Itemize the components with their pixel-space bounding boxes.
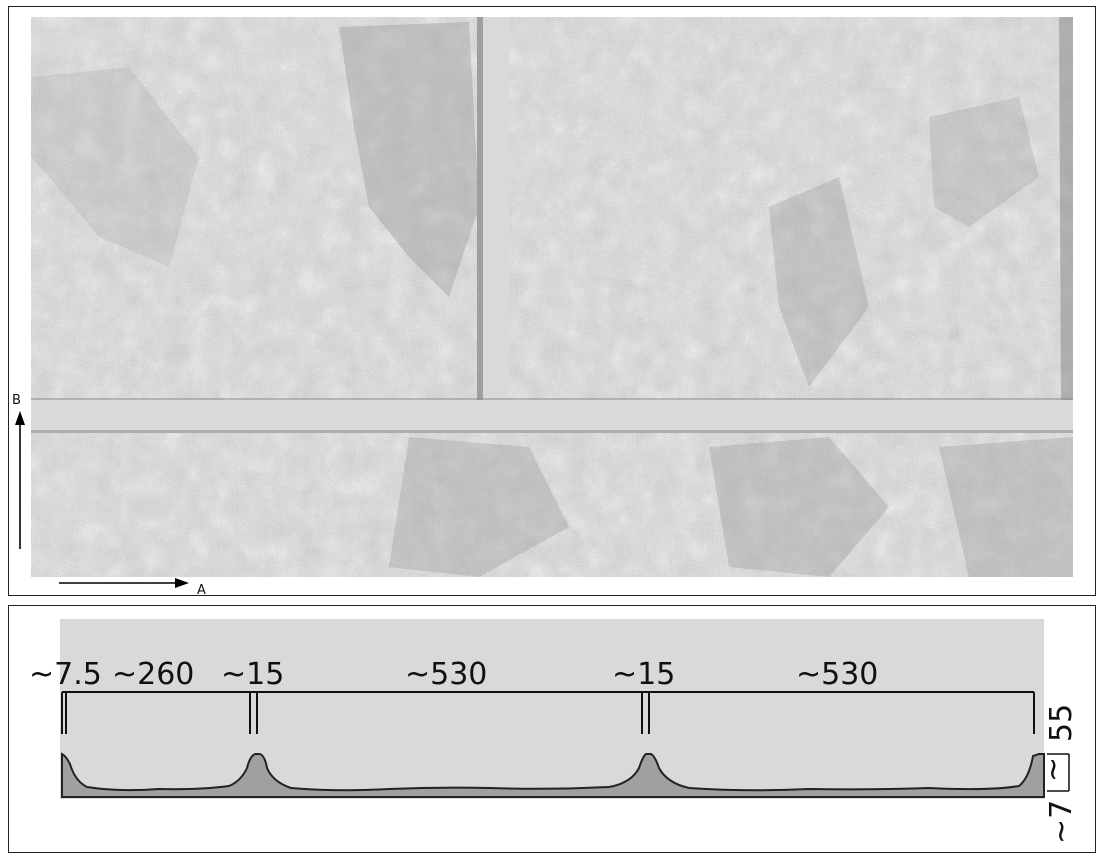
dim-stone-3: ~530 [796, 657, 878, 692]
dim-height-relief: ~7 [1044, 800, 1079, 844]
dimension-line [61, 691, 1035, 734]
stone-surface [31, 17, 1073, 577]
axis-a-label: A [197, 583, 206, 597]
axis-b-label: B [12, 393, 21, 408]
top-view-panel: B A [8, 6, 1096, 597]
dim-joint-1: ~15 [221, 657, 284, 692]
dim-first-stone: ~260 [112, 657, 194, 692]
dim-edge: ~7.5 [29, 657, 102, 692]
stone-profile [61, 752, 1045, 798]
background-band [60, 619, 1044, 799]
axis-b-arrow: B [12, 393, 25, 549]
dim-height-total: 55 [1044, 704, 1079, 742]
height-dimension: 55 ~ ~7 [1036, 704, 1079, 844]
profile-drawing: ~7.5 ~260 ~15 ~530 ~15 ~530 55 ~ ~7 [29, 619, 1079, 844]
dim-joint-2: ~15 [612, 657, 675, 692]
axis-a-arrow: A [59, 578, 206, 597]
profile-panel: ~7.5 ~260 ~15 ~530 ~15 ~530 55 ~ ~7 [8, 605, 1096, 853]
dim-stone-2: ~530 [405, 657, 487, 692]
stone-texture-view: B A [12, 17, 1073, 597]
dim-height-bracket: ~ [1036, 757, 1071, 782]
mortar-joints [31, 17, 1073, 433]
